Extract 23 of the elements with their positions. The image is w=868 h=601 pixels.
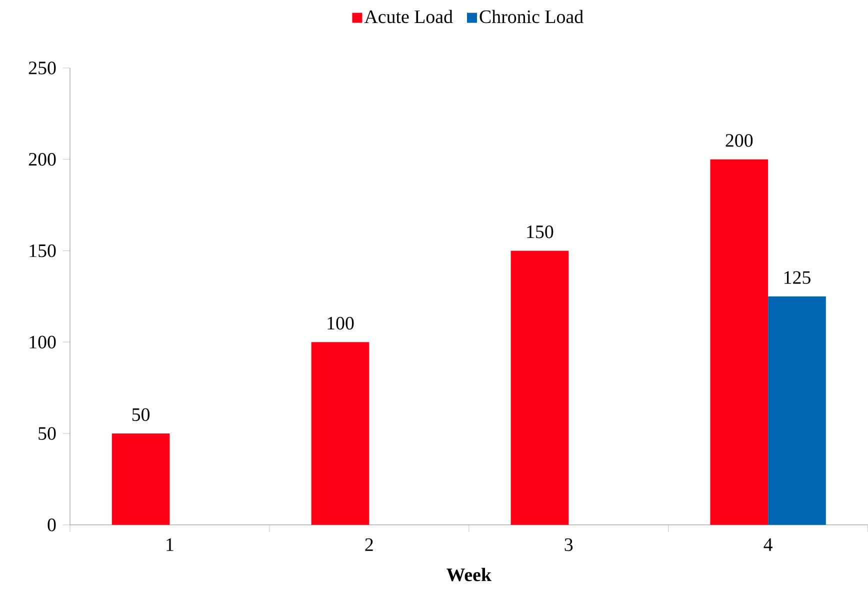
data-label: 100 [328,316,354,330]
data-label: 125 [784,271,810,284]
bar [710,159,768,525]
x-tick-label: 1 [166,538,174,551]
data-label: 50 [132,408,150,422]
bar [768,296,826,525]
bar [510,250,569,525]
data-label: 200 [726,134,753,147]
x-tick-label: 4 [764,538,773,551]
bar [112,434,170,525]
x-axis-title: Week [446,568,492,582]
y-tick-label: 250 [28,62,56,74]
y-tick-label: 200 [28,153,56,166]
bar [311,342,370,525]
x-tick-label: 3 [564,538,573,552]
y-tick-label: 50 [38,427,56,440]
data-label: 150 [527,226,554,238]
y-tick-label: 150 [30,244,56,258]
legend-label: Chronic Load [480,10,584,24]
x-tick-label: 2 [365,538,373,551]
legend-label: Acute Load [364,10,453,24]
y-tick-label: 0 [48,518,56,532]
y-tick-label: 100 [30,336,56,349]
